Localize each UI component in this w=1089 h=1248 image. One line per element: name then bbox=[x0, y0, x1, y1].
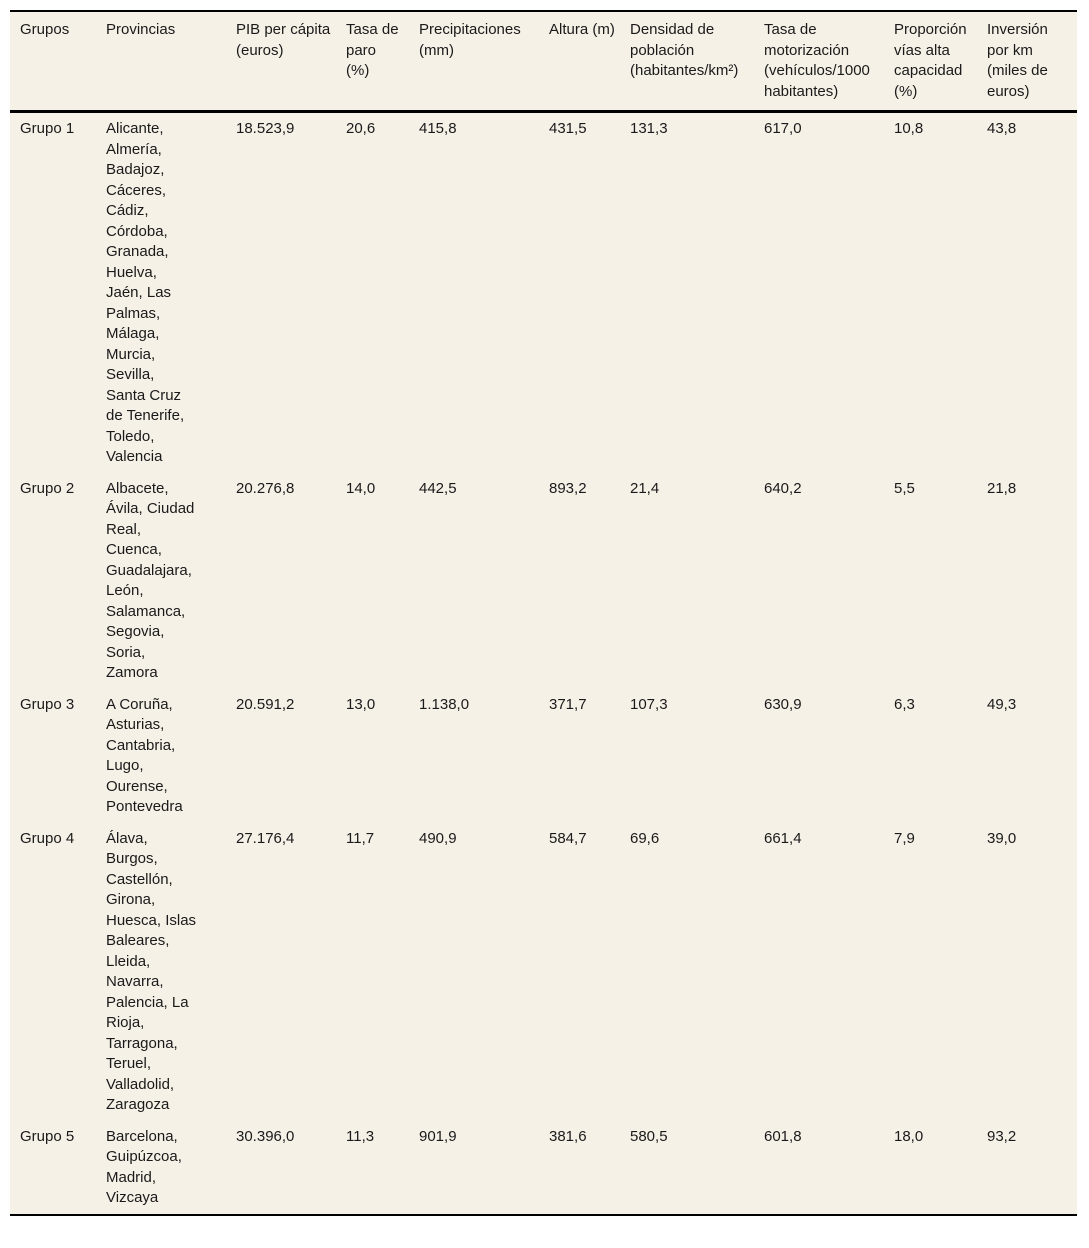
cell-tasa-motorizacion: 640,2 bbox=[764, 479, 802, 497]
table-header: Grupos Provincias PIB per cápita (euros)… bbox=[10, 11, 1077, 113]
cell-inversion-km: 21,8 bbox=[987, 479, 1017, 497]
cell-proporcion-vias: 7,9 bbox=[894, 829, 915, 847]
cell-pib-per-capita: 20.591,2 bbox=[236, 695, 295, 713]
cell-tasa-paro: 11,3 bbox=[346, 1127, 375, 1145]
table-container: Grupos Provincias PIB per cápita (euros)… bbox=[10, 10, 1077, 1216]
cell-grupo: Grupo 5 bbox=[20, 1127, 75, 1145]
cell-inversion-km: 93,2 bbox=[987, 1127, 1017, 1145]
cell-proporcion-vias: 6,3 bbox=[894, 695, 915, 713]
header-row: Grupos Provincias PIB per cápita (euros)… bbox=[10, 11, 1077, 113]
cell-densidad-poblacion: 21,4 bbox=[630, 479, 660, 497]
cell-provincias: A Coruña, Asturias, Cantabria, Lugo, Our… bbox=[106, 695, 183, 816]
column-header-pib-per-capita: PIB per cápita (euros) bbox=[235, 11, 345, 113]
cell-tasa-motorizacion: 661,4 bbox=[764, 829, 802, 847]
cell-altura: 431,5 bbox=[549, 120, 587, 137]
cell-pib-per-capita: 18.523,9 bbox=[236, 120, 295, 137]
cell-pib-per-capita: 20.276,8 bbox=[236, 479, 295, 497]
cell-inversion-km: 39,0 bbox=[987, 829, 1017, 847]
cell-inversion-km: 43,8 bbox=[987, 120, 1017, 137]
column-header-altura: Altura (m) bbox=[548, 11, 629, 113]
cell-tasa-paro: 14,0 bbox=[346, 479, 376, 497]
table-row-grupo-5: Grupo 5 Barcelona, Guipúzcoa, Madrid, Vi… bbox=[10, 1121, 1077, 1215]
cell-inversion-km: 49,3 bbox=[987, 695, 1017, 713]
cell-altura: 893,2 bbox=[549, 479, 587, 497]
cell-precipitaciones: 442,5 bbox=[419, 479, 457, 497]
column-header-tasa-motorizacion: Tasa de motorización (vehículos/1000 hab… bbox=[763, 11, 893, 113]
cell-tasa-motorizacion: 617,0 bbox=[764, 120, 802, 137]
provinces-groups-table: Grupos Provincias PIB per cápita (euros)… bbox=[10, 10, 1077, 1216]
table-row-grupo-3: Grupo 3 A Coruña, Asturias, Cantabria, L… bbox=[10, 689, 1077, 823]
cell-precipitaciones: 1.138,0 bbox=[419, 695, 470, 713]
table-row-grupo-1: Grupo 1 Alicante, Almería, Badajoz, Cáce… bbox=[10, 112, 1077, 473]
table-body: Grupo 1 Alicante, Almería, Badajoz, Cáce… bbox=[10, 112, 1077, 1215]
cell-provincias: Álava, Burgos, Castellón, Girona, Huesca… bbox=[106, 829, 197, 1114]
cell-altura: 371,7 bbox=[549, 695, 587, 713]
cell-proporcion-vias: 5,5 bbox=[894, 479, 915, 497]
table-row-grupo-4: Grupo 4 Álava, Burgos, Castellón, Girona… bbox=[10, 823, 1077, 1121]
column-header-grupos: Grupos bbox=[10, 11, 105, 113]
cell-densidad-poblacion: 131,3 bbox=[630, 120, 668, 137]
cell-provincias: Alicante, Almería, Badajoz, Cáceres, Cád… bbox=[106, 120, 185, 465]
column-header-tasa-paro: Tasa de paro (%) bbox=[345, 11, 418, 113]
cell-precipitaciones: 490,9 bbox=[419, 829, 457, 847]
cell-tasa-motorizacion: 630,9 bbox=[764, 695, 802, 713]
cell-tasa-paro: 13,0 bbox=[346, 695, 376, 713]
cell-pib-per-capita: 30.396,0 bbox=[236, 1127, 295, 1145]
cell-proporcion-vias: 10,8 bbox=[894, 120, 924, 137]
cell-provincias: Barcelona, Guipúzcoa, Madrid, Vizcaya bbox=[106, 1127, 182, 1207]
cell-grupo: Grupo 3 bbox=[20, 695, 75, 713]
cell-proporcion-vias: 18,0 bbox=[894, 1127, 924, 1145]
cell-grupo: Grupo 2 bbox=[20, 479, 75, 497]
cell-densidad-poblacion: 69,6 bbox=[630, 829, 660, 847]
cell-precipitaciones: 415,8 bbox=[419, 120, 457, 137]
column-header-provincias: Provincias bbox=[105, 11, 235, 113]
cell-densidad-poblacion: 580,5 bbox=[630, 1127, 668, 1145]
cell-tasa-paro: 20,6 bbox=[346, 120, 376, 137]
cell-provincias: Albacete, Ávila, Ciudad Real, Cuenca, Gu… bbox=[106, 479, 195, 682]
cell-precipitaciones: 901,9 bbox=[419, 1127, 457, 1145]
column-header-densidad-poblacion: Densidad de población (habitantes/km²) bbox=[629, 11, 763, 113]
cell-grupo: Grupo 4 bbox=[20, 829, 75, 847]
cell-tasa-motorizacion: 601,8 bbox=[764, 1127, 802, 1145]
cell-altura: 381,6 bbox=[549, 1127, 587, 1145]
column-header-precipitaciones: Precipitaciones (mm) bbox=[418, 11, 548, 113]
table-row-grupo-2: Grupo 2 Albacete, Ávila, Ciudad Real, Cu… bbox=[10, 473, 1077, 689]
cell-grupo: Grupo 1 bbox=[20, 120, 75, 137]
column-header-proporcion-vias: Proporción vías alta capacidad (%) bbox=[893, 11, 986, 113]
cell-densidad-poblacion: 107,3 bbox=[630, 695, 668, 713]
cell-pib-per-capita: 27.176,4 bbox=[236, 829, 295, 847]
cell-altura: 584,7 bbox=[549, 829, 587, 847]
column-header-inversion-km: Inversión por km (miles de euros) bbox=[986, 11, 1077, 113]
cell-tasa-paro: 11,7 bbox=[346, 829, 375, 847]
